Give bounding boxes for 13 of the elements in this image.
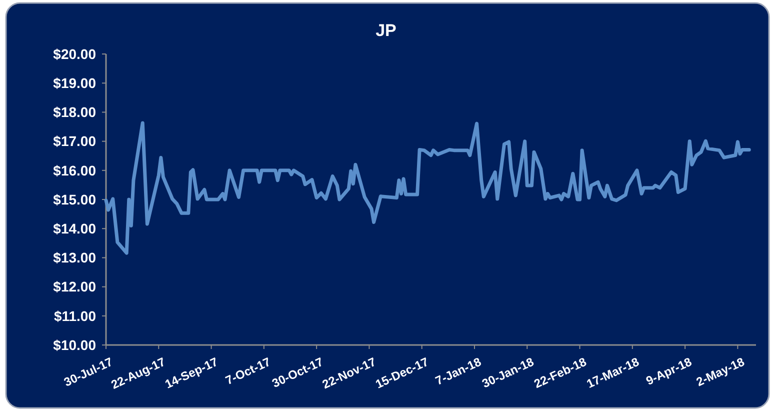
y-tick-label: $12.00 bbox=[53, 278, 96, 295]
y-tick-label: $11.00 bbox=[54, 308, 96, 324]
y-tick-label: $13.00 bbox=[53, 250, 96, 266]
y-tick-label: $20.00 bbox=[53, 46, 96, 62]
y-tick-label: $16.00 bbox=[53, 162, 96, 178]
y-tick-label: $14.00 bbox=[53, 220, 96, 236]
chart-title: JP bbox=[376, 21, 396, 40]
y-tick-label: $19.00 bbox=[53, 75, 96, 91]
y-tick-label: $10.00 bbox=[53, 336, 96, 353]
line-series bbox=[104, 121, 751, 255]
y-tick-label: $15.00 bbox=[53, 191, 96, 208]
y-tick-label: $17.00 bbox=[53, 133, 96, 150]
y-tick-label: $18.00 bbox=[53, 104, 96, 120]
